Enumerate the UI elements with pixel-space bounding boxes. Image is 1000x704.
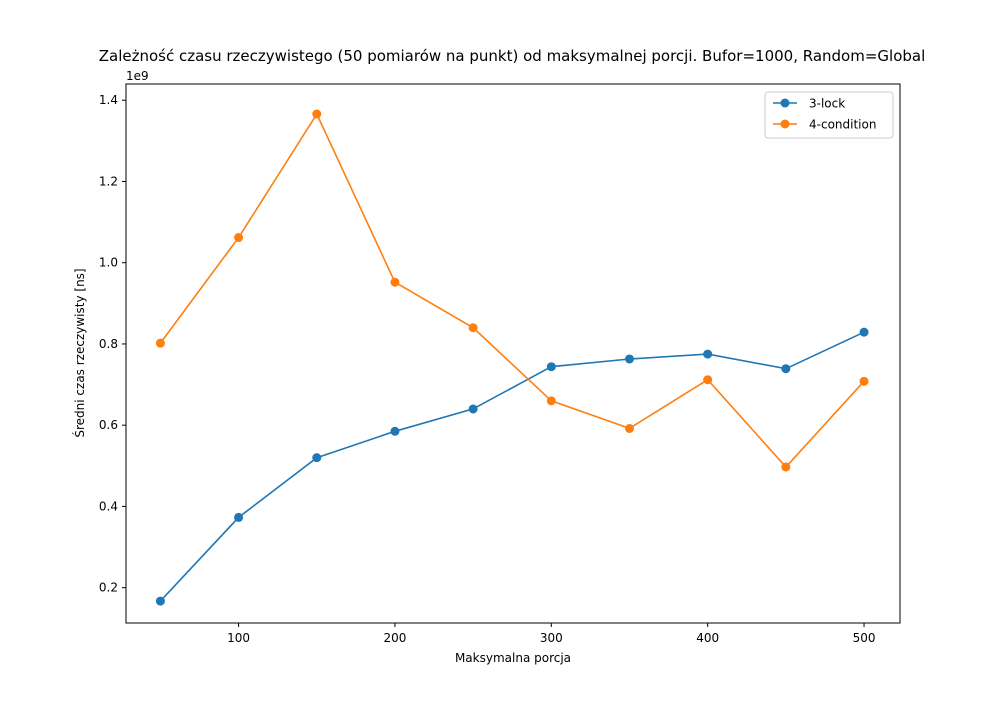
legend: 3-lock 4-condition (764, 91, 894, 139)
series-3-lock (155, 327, 869, 606)
data-point-4-condition (781, 462, 791, 472)
series-4-condition (155, 109, 869, 472)
data-point-3-lock (859, 327, 869, 337)
data-point-3-lock (624, 354, 634, 364)
y-tick-label: 1.4 (99, 93, 118, 107)
data-point-3-lock (155, 596, 165, 606)
x-tick-label: 400 (696, 631, 719, 645)
series-line-3-lock (159, 331, 865, 602)
data-point-3-lock (390, 426, 400, 436)
y-tick-label: 0.2 (99, 581, 118, 595)
data-point-4-condition (390, 277, 400, 287)
y-axis: 0.2 0.4 0.6 0.8 1.0 1.2 1.4 (99, 93, 126, 595)
chart-title: Zależność czasu rzeczywistego (50 pomiar… (99, 47, 926, 65)
x-tick-label: 100 (227, 631, 250, 645)
y-tick-label: 1.0 (99, 256, 118, 270)
data-point-4-condition (155, 338, 165, 348)
y-tick-label: 0.6 (99, 418, 118, 432)
x-tick-label: 200 (383, 631, 406, 645)
x-tick-label: 500 (853, 631, 876, 645)
y-axis-label: Średni czas rzeczywisty [ns] (72, 268, 87, 437)
data-point-4-condition (703, 375, 713, 385)
x-tick-label: 300 (540, 631, 563, 645)
series-line-4-condition (159, 112, 865, 469)
legend-label-3-lock: 3-lock (809, 97, 845, 111)
data-point-3-lock (234, 512, 244, 522)
y-axis-offset-label: 1e9 (126, 69, 149, 83)
x-axis-label: Maksymalna porcja (455, 651, 571, 665)
y-tick-label: 0.8 (99, 337, 118, 351)
x-axis: 100 200 300 400 500 (227, 623, 875, 645)
data-point-3-lock (312, 453, 322, 463)
data-point-4-condition (624, 423, 634, 433)
y-tick-label: 1.2 (99, 174, 118, 188)
data-point-4-condition (468, 323, 478, 333)
data-point-4-condition (546, 396, 556, 406)
legend-swatch-marker (780, 119, 790, 129)
data-point-3-lock (703, 349, 713, 359)
data-point-4-condition (859, 376, 869, 386)
data-point-3-lock (781, 364, 791, 374)
legend-label-4-condition: 4-condition (809, 118, 876, 132)
y-tick-label: 0.4 (99, 499, 118, 513)
data-point-4-condition (234, 233, 244, 243)
data-point-4-condition (312, 109, 322, 119)
axes-frame (125, 83, 901, 624)
legend-swatch-marker (780, 98, 790, 108)
data-point-3-lock (546, 362, 556, 372)
data-point-3-lock (468, 404, 478, 414)
plot-area (155, 109, 869, 606)
